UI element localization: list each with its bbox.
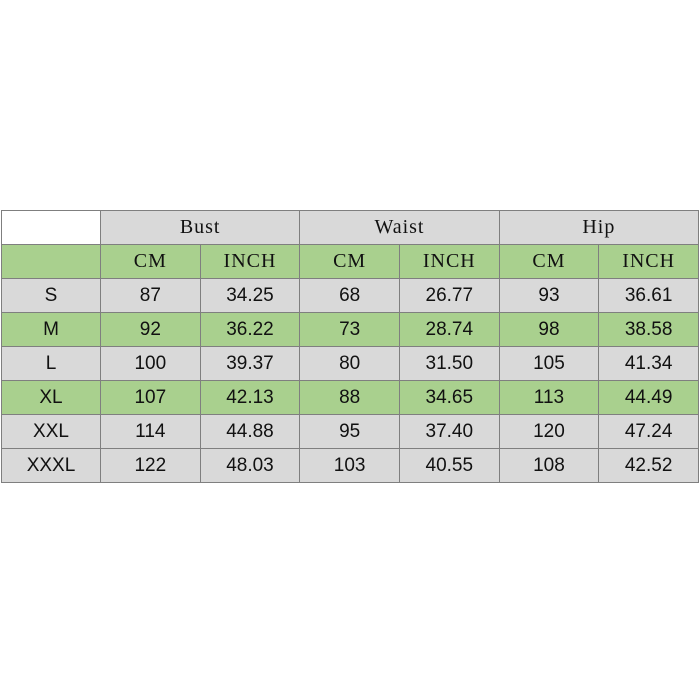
measurement-cell: 120 bbox=[498, 414, 600, 449]
table-row: XXXL 122 48.03 103 40.55 108 42.52 bbox=[1, 448, 699, 483]
unit-corner-cell bbox=[1, 244, 101, 279]
measurement-cell: 95 bbox=[299, 414, 400, 449]
measurement-cell: 42.52 bbox=[598, 448, 699, 483]
size-label: XL bbox=[1, 380, 101, 415]
measurement-cell: 34.25 bbox=[199, 278, 301, 313]
unit-header: INCH bbox=[598, 244, 699, 279]
measurement-cell: 92 bbox=[100, 312, 201, 347]
measurement-cell: 37.40 bbox=[398, 414, 500, 449]
measurement-cell: 42.13 bbox=[199, 380, 301, 415]
group-header-bust: Bust bbox=[99, 210, 301, 245]
measurement-cell: 48.03 bbox=[199, 448, 301, 483]
measurement-cell: 103 bbox=[299, 448, 400, 483]
measurement-cell: 36.61 bbox=[598, 278, 699, 313]
size-label: L bbox=[1, 346, 101, 381]
measurement-cell: 31.50 bbox=[398, 346, 500, 381]
table-row: XXL 114 44.88 95 37.40 120 47.24 bbox=[1, 414, 699, 449]
group-header-hip: Hip bbox=[498, 210, 700, 245]
size-label: XXL bbox=[1, 414, 101, 449]
measurement-cell: 44.88 bbox=[199, 414, 301, 449]
measurement-cell: 122 bbox=[100, 448, 201, 483]
measurement-cell: 80 bbox=[299, 346, 400, 381]
measurement-cell: 41.34 bbox=[598, 346, 699, 381]
measurement-cell: 26.77 bbox=[398, 278, 500, 313]
corner-cell bbox=[1, 210, 101, 245]
measurement-cell: 68 bbox=[299, 278, 400, 313]
measurement-cell: 36.22 bbox=[199, 312, 301, 347]
group-header-waist: Waist bbox=[299, 210, 500, 245]
measurement-cell: 113 bbox=[498, 380, 600, 415]
measurement-cell: 88 bbox=[299, 380, 400, 415]
measurement-cell: 38.58 bbox=[598, 312, 699, 347]
measurement-cell: 87 bbox=[100, 278, 201, 313]
table-row: M 92 36.22 73 28.74 98 38.58 bbox=[1, 312, 699, 347]
measurement-cell: 73 bbox=[299, 312, 400, 347]
measurement-cell: 34.65 bbox=[398, 380, 500, 415]
measurement-cell: 40.55 bbox=[398, 448, 500, 483]
measurement-cell: 44.49 bbox=[598, 380, 699, 415]
unit-header: INCH bbox=[199, 244, 301, 279]
unit-header: CM bbox=[100, 244, 201, 279]
measurement-cell: 105 bbox=[498, 346, 600, 381]
measurement-cell: 93 bbox=[498, 278, 600, 313]
unit-header: CM bbox=[498, 244, 600, 279]
measurement-cell: 39.37 bbox=[199, 346, 301, 381]
measurement-cell: 107 bbox=[100, 380, 201, 415]
table-row: S 87 34.25 68 26.77 93 36.61 bbox=[1, 278, 699, 313]
unit-header: INCH bbox=[398, 244, 500, 279]
measurement-cell: 100 bbox=[100, 346, 201, 381]
group-header-row: Bust Waist Hip bbox=[1, 210, 700, 245]
measurement-cell: 28.74 bbox=[398, 312, 500, 347]
unit-header-row: CM INCH CM INCH CM INCH bbox=[1, 244, 699, 279]
size-label: S bbox=[1, 278, 101, 313]
table-row: XL 107 42.13 88 34.65 113 44.49 bbox=[1, 380, 699, 415]
size-label: XXXL bbox=[1, 448, 101, 483]
measurement-cell: 98 bbox=[498, 312, 600, 347]
measurement-cell: 114 bbox=[100, 414, 201, 449]
unit-header: CM bbox=[299, 244, 400, 279]
table-row: L 100 39.37 80 31.50 105 41.34 bbox=[1, 346, 699, 381]
measurement-cell: 108 bbox=[498, 448, 600, 483]
size-label: M bbox=[1, 312, 101, 347]
size-chart-table: Bust Waist Hip CM INCH CM INCH CM INCH S… bbox=[1, 210, 700, 483]
measurement-cell: 47.24 bbox=[598, 414, 699, 449]
